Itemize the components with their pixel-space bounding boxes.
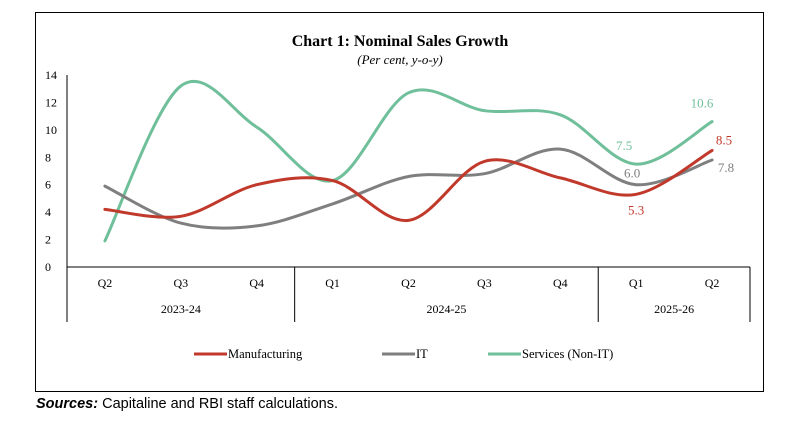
sources-note: Sources: Capitaline and RBI staff calcul… (36, 396, 338, 412)
series-line-manufacturing (103, 148, 714, 222)
data-labels: 5.3 8.5 6.0 7.8 7.5 10.6 (616, 96, 734, 218)
sources-text: Capitaline and RBI staff calculations. (102, 396, 338, 412)
x-tick-label: Q3 (477, 276, 492, 290)
x-tick-label: Q1 (325, 276, 340, 290)
chart-title: Chart 1: Nominal Sales Growth (292, 33, 509, 50)
y-tick-label: 0 (45, 260, 51, 274)
series-lines (103, 79, 714, 243)
series-line-it (103, 147, 714, 230)
data-label: 6.0 (624, 166, 640, 181)
data-label: 5.3 (628, 202, 644, 217)
y-tick-label: 10 (45, 123, 57, 137)
data-label: 7.5 (616, 138, 632, 153)
x-tick-label: Q2 (705, 276, 720, 290)
x-tick-label: Q4 (249, 276, 264, 290)
y-tick-label: 6 (45, 178, 51, 192)
legend-label-services-non-it: Services (Non-IT) (522, 347, 613, 361)
x-tick-label: Q1 (629, 276, 644, 290)
legend-label-manufacturing: Manufacturing (228, 347, 303, 361)
chart-subtitle: (Per cent, y-o-y) (357, 52, 443, 67)
axes: 0 2 4 6 8 10 12 14 Q2 Q3 Q4 Q1 Q2 Q3 Q4 Q1 Q2 2023-24 2024… (45, 68, 751, 322)
chart-frame: Chart 1: Nominal Sales Growth (Per cent,… (35, 12, 764, 392)
x-tick-label: Q2 (401, 276, 416, 290)
data-label: 7.8 (718, 160, 734, 175)
y-tick-label: 2 (45, 233, 51, 247)
sources-label: Sources: (36, 396, 99, 412)
series-line-services-non-it (103, 79, 714, 243)
chart-svg: Chart 1: Nominal Sales Growth (Per cent,… (45, 33, 751, 361)
data-label: 8.5 (716, 132, 732, 147)
year-group-label: 2025-26 (654, 302, 694, 316)
y-tick-label: 4 (45, 205, 51, 219)
year-group-label: 2023-24 (161, 302, 201, 316)
y-tick-label: 14 (45, 68, 57, 82)
y-tick-label: 12 (45, 95, 57, 109)
legend: Manufacturing IT Services (Non-IT) (194, 347, 613, 361)
year-group-label: 2024-25 (426, 302, 466, 316)
y-tick-label: 8 (45, 150, 51, 164)
legend-label-it: IT (416, 347, 428, 361)
x-tick-label: Q4 (553, 276, 568, 290)
data-label: 10.6 (691, 96, 714, 111)
x-tick-label: Q3 (173, 276, 188, 290)
x-tick-label: Q2 (98, 276, 113, 290)
